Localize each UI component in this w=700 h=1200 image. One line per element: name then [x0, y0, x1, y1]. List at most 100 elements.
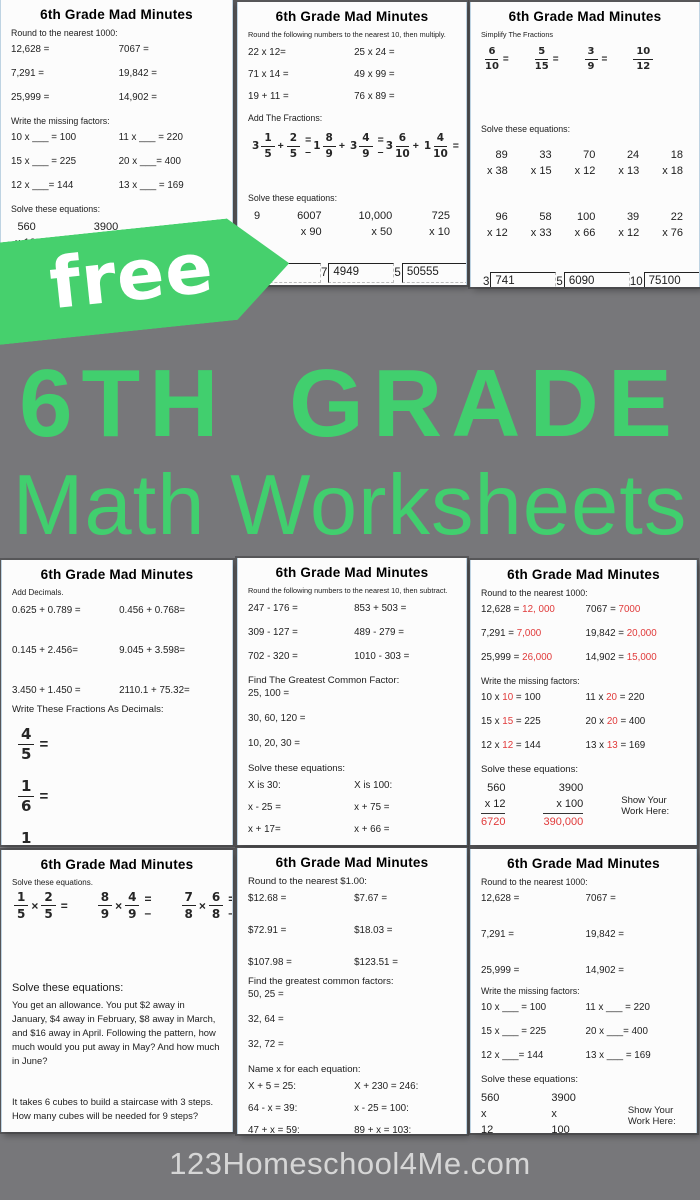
problem-with-answer: 12 x 12 = 144: [481, 740, 541, 751]
stacked-multiplication: 22 x 76: [662, 210, 683, 239]
problem: 64 - x = 39:: [248, 1103, 298, 1114]
stacked-multiplication: 9: [254, 210, 261, 222]
stacked-multiplication: 24 x 13: [618, 149, 640, 177]
answer: 6720: [481, 812, 506, 831]
problem: 14,902 =: [118, 92, 158, 103]
section-label: Round the following numbers to the neare…: [248, 586, 448, 595]
whole-number: 1: [423, 140, 432, 152]
stacked-multiplication: 58 x 33: [530, 210, 552, 239]
fraction: 6 10: [395, 132, 410, 160]
worksheet-title: 6th Grade Mad Minutes: [40, 857, 194, 872]
problem: 702 - 320 =: [248, 651, 298, 662]
stacked-multiplication: 39 x 12: [618, 210, 640, 239]
stacked-multiplication: 3900 x 100 390,000: [543, 781, 584, 831]
problem: 14,902 =: [585, 965, 624, 976]
fraction-problem: 5 15 =: [534, 46, 559, 72]
stacked-multiplication: 725 x 10: [429, 210, 450, 238]
stacked-multiplication: 896x50492,800: [559, 843, 598, 845]
problem: $12.68 =: [248, 893, 287, 904]
problem: 20 x ___= 400: [118, 156, 181, 167]
problem: 50, 25 =: [248, 989, 284, 1000]
problem: 10 x ___ = 100: [11, 132, 77, 143]
long-division-problem: 3 741: [483, 271, 557, 287]
problem: 2110.1 + 75.32=: [119, 685, 190, 696]
worksheet-title: 6th Grade Mad Minutes: [275, 9, 429, 24]
fraction-problem: 1 6 =: [18, 779, 222, 814]
answer: 12, 000: [522, 604, 555, 615]
problem: 11 x ___ = 220: [118, 132, 183, 143]
whole-number: 3: [349, 140, 358, 152]
problem: 20 x ___= 400: [585, 1026, 648, 1037]
equals-sign: = –: [305, 134, 312, 158]
problem: 10, 20, 30 =: [248, 738, 301, 749]
problem: x + 66 =: [354, 824, 390, 835]
section-label: Find the greatest common factors:: [248, 976, 394, 987]
fraction-problem: 3 9 =: [584, 47, 607, 72]
whole-number: 3: [252, 140, 260, 152]
problem-with-answer: 20 x 20 = 400: [585, 716, 646, 727]
section-label: Solve these equations:: [481, 1074, 579, 1085]
section-label: Solve these equations.: [12, 878, 93, 887]
worksheet-bottom-middle: 6th Grade Mad Minutes Round to the neare…: [237, 848, 467, 1134]
word-problem: It takes 6 cubes to build a staircase wi…: [12, 1095, 214, 1121]
fraction-problem: 6 10 =: [485, 46, 509, 72]
problem: 15 x ___ = 225: [11, 156, 77, 167]
stacked-multiplication: 70 x 12: [574, 149, 596, 177]
headline-grade: 6TH GRADE: [19, 350, 681, 457]
problem: 12 x ___= 144: [11, 180, 74, 191]
stacked-multiplication: 89 x 38: [487, 149, 508, 177]
fraction-problems-row: 15×25= 89×49= – 78×68= –: [14, 891, 232, 920]
operator: +: [277, 140, 284, 152]
problem: 0.456 + 0.768=: [119, 605, 186, 616]
section-label: Round to the nearest 1000:: [11, 28, 118, 38]
problem: 19,842 =: [585, 929, 624, 940]
long-division-problem: 10 75100: [630, 271, 699, 287]
fraction-problem: 8 9 × 4 9 = –: [97, 891, 152, 920]
problem: 32, 64 =: [248, 1014, 284, 1025]
section-label: Solve these equations:: [248, 193, 338, 203]
answer: 15,000: [626, 652, 657, 663]
problem: 0.625 + 0.789 =: [12, 605, 81, 616]
section-label: Add The Fractions:: [248, 113, 323, 123]
problem: 15 x ___ = 225: [481, 1026, 547, 1037]
problem: 13 x ___ = 169: [118, 180, 184, 191]
problem: x - 25 = 100:: [354, 1103, 409, 1114]
stacked-multiplication: 18 x 18: [662, 149, 683, 177]
fraction-problems-row: 6 10 = 5 15 = 3 9 = 10 12: [485, 47, 689, 72]
problem: 489 - 279 =: [354, 627, 404, 638]
problem: 7,291 =: [11, 68, 44, 79]
problem: 25,999 =: [481, 965, 520, 976]
section-label: Write the missing factors:: [481, 986, 580, 996]
answer: 13: [606, 740, 618, 751]
problem: 25, 100 =: [248, 688, 290, 699]
long-division-problem: 5 6090: [556, 271, 630, 287]
worksheet-title: 6th Grade Mad Minutes: [507, 567, 660, 582]
problem: $7.67 =: [354, 893, 388, 904]
problem: 30, 60, 120 =: [248, 713, 306, 724]
problem-with-answer: 14,902 = 15,000: [585, 652, 657, 663]
worksheet-title: 6th Grade Mad Minutes: [275, 855, 429, 870]
long-division-problem: 5 50555: [394, 262, 466, 283]
stacked-multiplication: 6007 x 90: [297, 210, 322, 238]
problem: $18.03 =: [354, 925, 393, 936]
answer: 20: [606, 692, 617, 703]
problem: 19,842 =: [118, 68, 158, 79]
worksheet-mid-right: 6th Grade Mad Minutes Round to the neare…: [470, 560, 697, 845]
answer: 10: [502, 692, 514, 703]
problem: 22 x 12=: [248, 47, 286, 58]
problem-with-answer: 7,291 = 7,000: [481, 628, 542, 639]
problem: 76 x 89 =: [354, 91, 395, 102]
problem: 11 x ___ = 220: [585, 1002, 650, 1013]
stacked-multiplication: 560 x 12 6720: [481, 781, 506, 831]
problem: 12,628 =: [481, 893, 520, 904]
section-label: Round the following numbers to the neare…: [248, 30, 446, 39]
problem: 89 + x = 103:: [354, 1125, 412, 1134]
problem-with-answer: 13 x 13 = 169: [585, 740, 646, 751]
problem-with-answer: 25,999 = 26,000: [481, 652, 553, 663]
problem: 25,999 =: [11, 92, 50, 103]
